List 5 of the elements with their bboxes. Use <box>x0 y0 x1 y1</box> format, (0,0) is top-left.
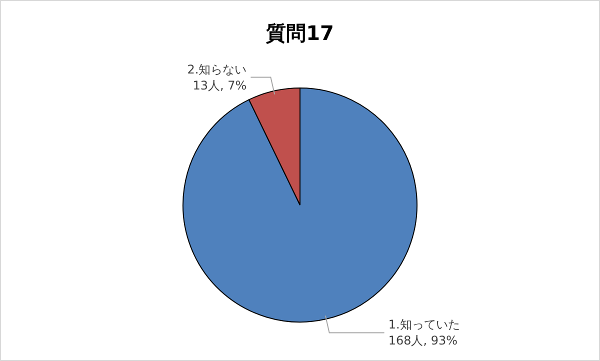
data-label: 13人, 7% <box>192 78 247 92</box>
data-label: 168人, 93% <box>388 334 458 348</box>
chart-title: 質問17 <box>265 21 334 45</box>
slice-label: 2.知らない <box>187 62 247 76</box>
slice-label: 1.知っていた <box>388 318 460 332</box>
